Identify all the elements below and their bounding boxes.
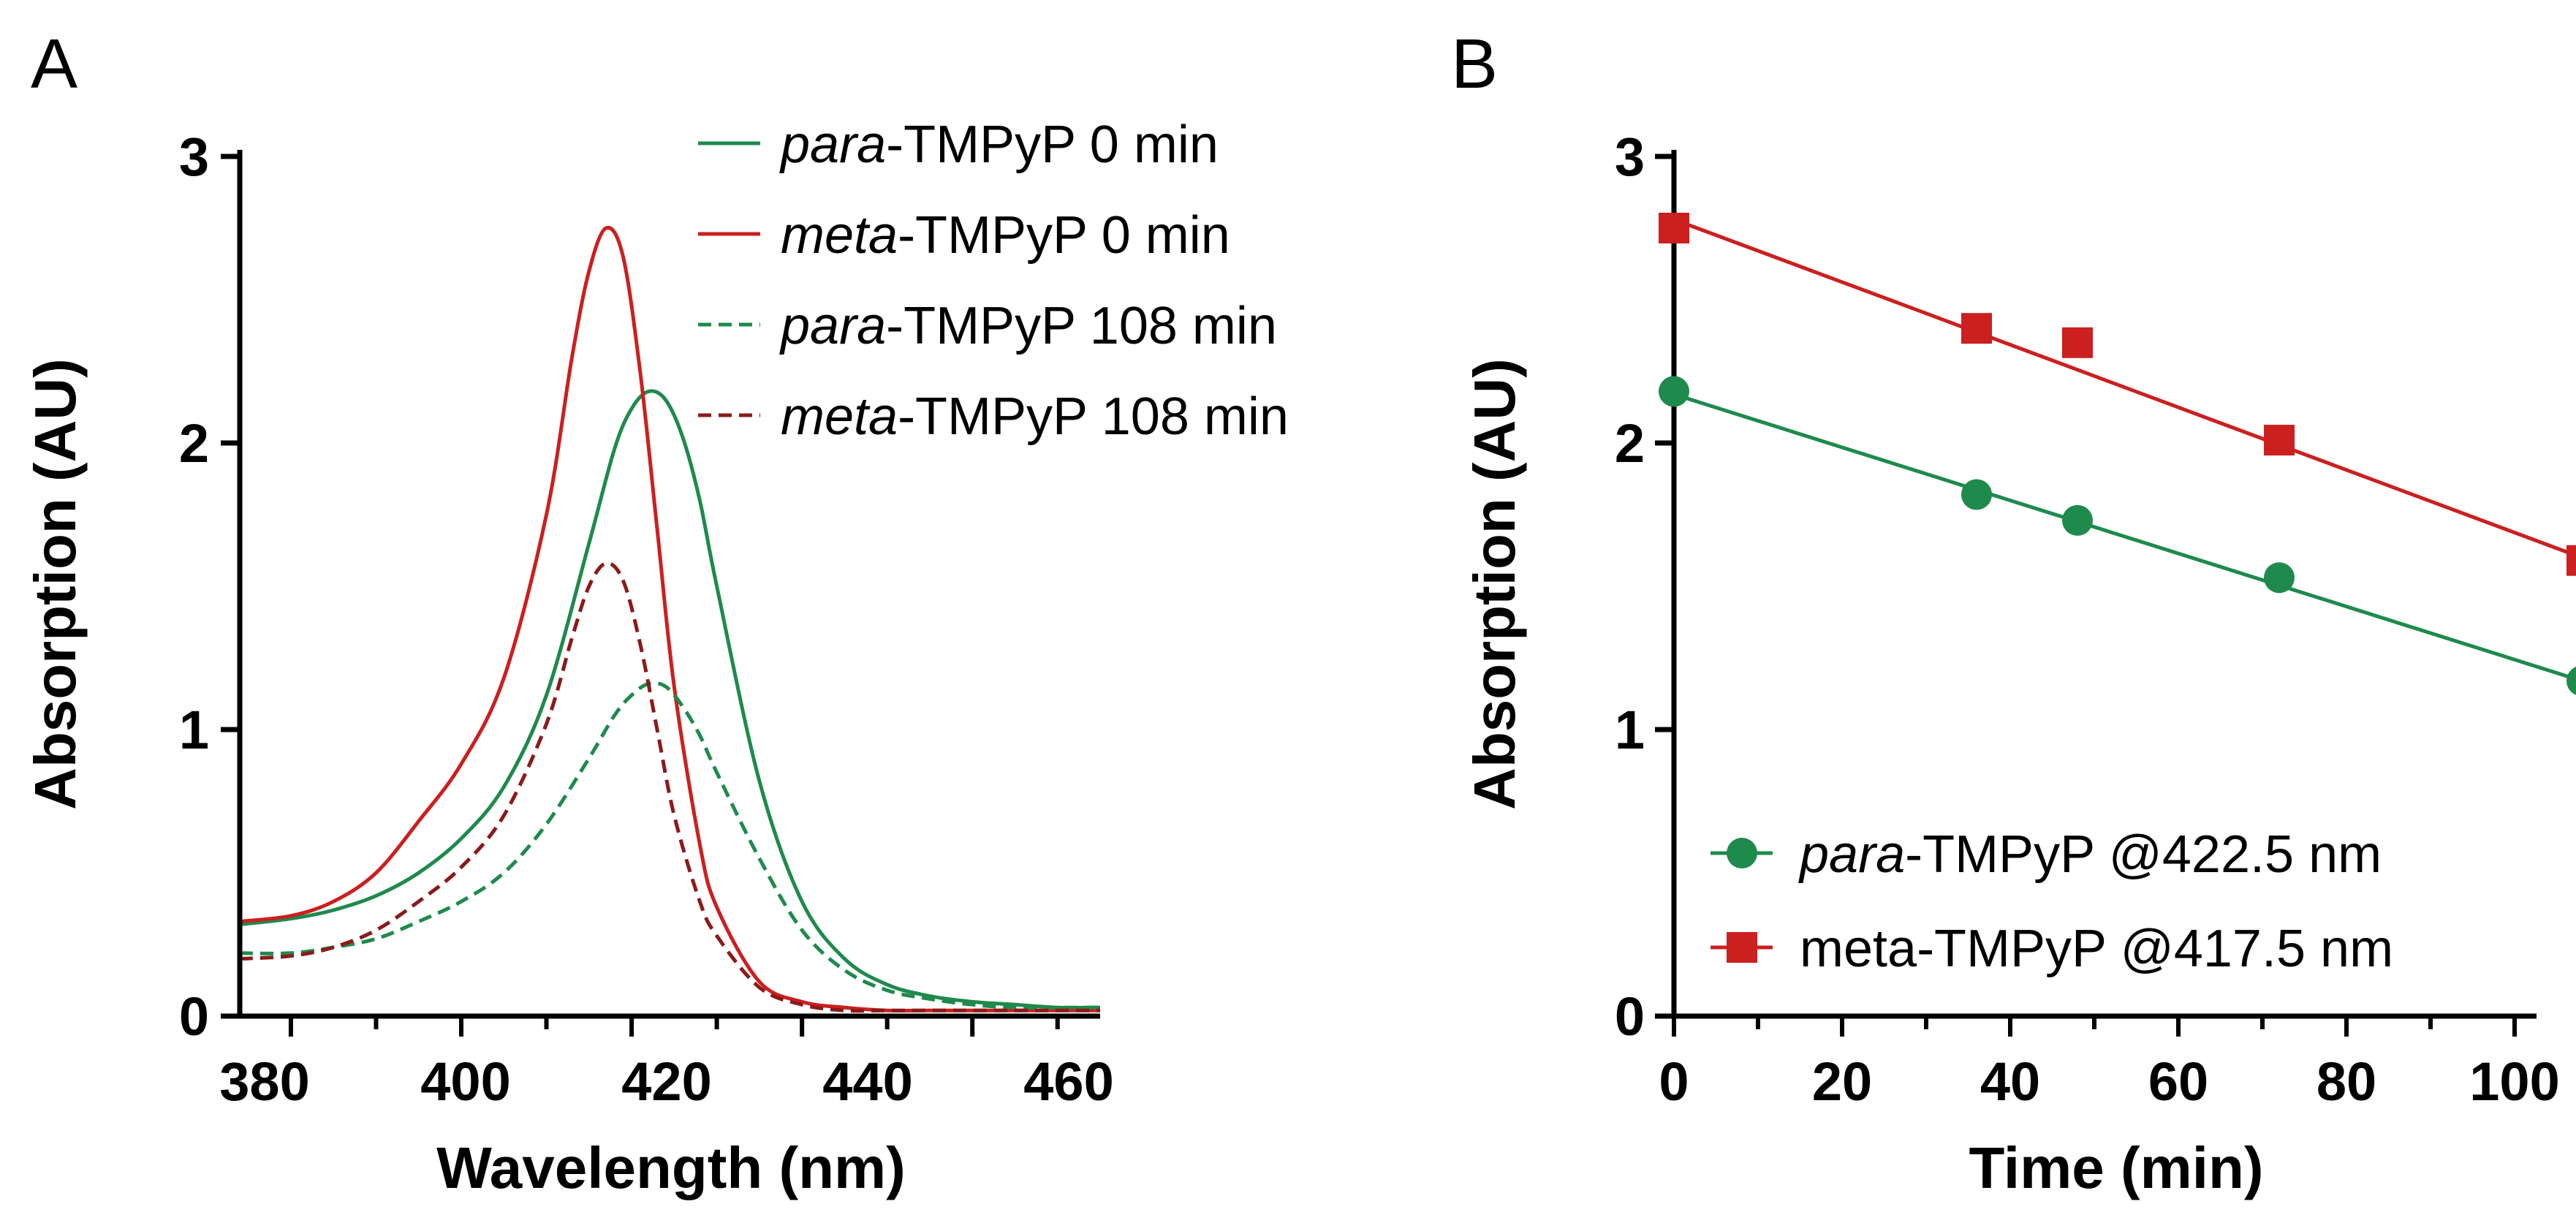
y-tick-label: 2 bbox=[179, 413, 209, 474]
x-tick-label: 60 bbox=[2148, 1051, 2208, 1112]
panel-a-legend: para-TMPyP 0 min meta-TMPyP 0 min para-T… bbox=[698, 116, 1289, 446]
legend-item: para-TMPyP 108 min bbox=[698, 297, 1277, 355]
spectrum-line bbox=[239, 389, 1101, 1010]
x-tick-label: 80 bbox=[2316, 1051, 2376, 1112]
spectrum-line bbox=[239, 681, 1101, 1010]
legend-label: para-TMPyP @422.5 nm bbox=[1798, 825, 2382, 884]
panel-a-y-axis-title: Absorption (AU) bbox=[23, 358, 88, 810]
y-tick-label: 0 bbox=[179, 986, 209, 1047]
panel-a-letter: A bbox=[31, 25, 77, 103]
legend-item: meta-TMPyP 108 min bbox=[698, 387, 1289, 446]
data-point bbox=[2062, 504, 2093, 536]
data-point bbox=[2264, 562, 2295, 594]
panel-b-legend: para-TMPyP @422.5 nm meta-TMPyP @417.5 n… bbox=[1711, 825, 2393, 978]
fit-line bbox=[1673, 392, 2576, 681]
panel-b-ticks bbox=[1655, 154, 2517, 1037]
x-tick-label: 100 bbox=[2469, 1051, 2559, 1112]
panel-a-ticks bbox=[221, 154, 1060, 1037]
y-tick-label: 1 bbox=[179, 700, 209, 760]
panel-a-plot bbox=[239, 225, 1101, 1013]
y-tick-label: 3 bbox=[1615, 126, 1645, 187]
x-tick-label: 440 bbox=[822, 1051, 912, 1112]
legend-label: para-TMPyP 108 min bbox=[779, 297, 1277, 355]
panel-b-y-axis-title: Absorption (AU) bbox=[1462, 358, 1527, 810]
legend-swatch-marker bbox=[1727, 932, 1757, 963]
x-tick-label: 0 bbox=[1659, 1051, 1689, 1112]
legend-item: meta-TMPyP @417.5 nm bbox=[1711, 920, 2393, 978]
panel-b-y-tick-labels: 0 1 2 3 bbox=[1615, 126, 1645, 1047]
legend-label: meta-TMPyP 108 min bbox=[781, 387, 1289, 446]
x-tick-label: 420 bbox=[621, 1051, 711, 1112]
data-point bbox=[1961, 479, 1992, 510]
x-tick-label: 460 bbox=[1023, 1051, 1113, 1112]
legend-label: para-TMPyP 0 min bbox=[779, 116, 1219, 174]
data-point bbox=[2264, 425, 2295, 456]
y-tick-label: 0 bbox=[1615, 986, 1645, 1047]
legend-item: meta-TMPyP 0 min bbox=[698, 206, 1230, 265]
data-point bbox=[2566, 666, 2576, 695]
panel-b-x-tick-labels: 0 20 40 60 80 100 bbox=[1659, 1051, 2559, 1112]
panel-b: B 0 1 2 3 0 20 40 60 80 100 Time (min) A… bbox=[1451, 25, 2576, 1200]
panel-b-x-axis-title: Time (min) bbox=[1969, 1135, 2263, 1200]
panel-b-plot bbox=[1659, 213, 2576, 695]
y-tick-label: 2 bbox=[1615, 413, 1645, 474]
x-tick-label: 400 bbox=[420, 1051, 510, 1112]
data-point bbox=[2566, 545, 2576, 576]
panel-a-x-axis-title: Wavelength (nm) bbox=[436, 1135, 905, 1200]
data-point bbox=[1961, 313, 1992, 344]
y-tick-label: 1 bbox=[1615, 700, 1645, 760]
data-point bbox=[1659, 376, 1689, 407]
data-point bbox=[2062, 327, 2093, 358]
legend-item: para-TMPyP 0 min bbox=[698, 116, 1219, 174]
panel-a-y-tick-labels: 0 1 2 3 bbox=[179, 126, 209, 1047]
x-tick-label: 20 bbox=[1812, 1051, 1872, 1112]
spectrum-line bbox=[239, 561, 1100, 1013]
fit-line bbox=[1673, 217, 2576, 558]
y-tick-label: 3 bbox=[179, 126, 209, 187]
legend-item: para-TMPyP @422.5 nm bbox=[1711, 825, 2382, 884]
legend-label: meta-TMPyP @417.5 nm bbox=[1800, 920, 2393, 978]
data-point bbox=[1659, 213, 1689, 243]
legend-swatch-marker bbox=[1727, 838, 1757, 868]
legend-label: meta-TMPyP 0 min bbox=[781, 206, 1230, 265]
x-tick-label: 380 bbox=[219, 1051, 309, 1112]
panel-a: A 0 1 2 3 380 400 420 440 460 Wavelength… bbox=[23, 25, 1289, 1200]
panel-b-letter: B bbox=[1451, 25, 1498, 103]
x-tick-label: 40 bbox=[1980, 1051, 2040, 1112]
panel-a-x-tick-labels: 380 400 420 440 460 bbox=[219, 1051, 1113, 1112]
